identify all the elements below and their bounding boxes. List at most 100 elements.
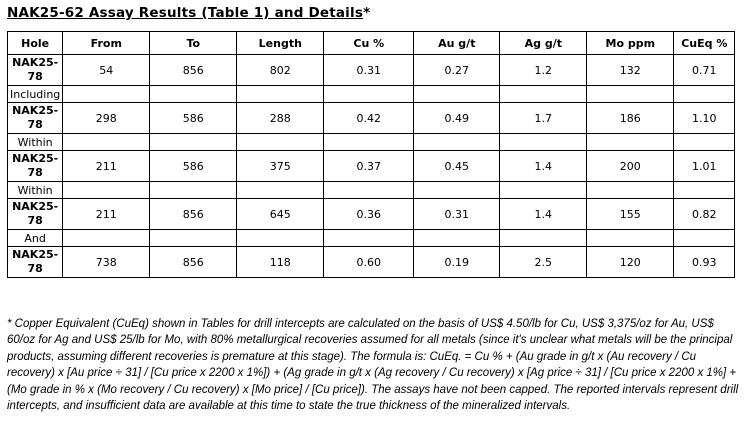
value-cell: 54 [62,54,151,86]
value-cell: 155 [586,198,675,230]
value-cell: 0.31 [413,198,501,230]
hole-id-cell: NAK25-78 [6,246,64,278]
column-header: Ag g/t [499,31,588,55]
empty-cell [413,229,501,247]
empty-cell [62,133,151,151]
empty-cell [323,85,415,103]
value-cell: 1.4 [499,198,588,230]
value-cell: 1.01 [673,150,736,182]
hole-id-cell: NAK25-78 [6,54,64,86]
table-header-row: Hole From To Length Cu % Au g/t Ag g/t Mo ppm Cu… [6,31,736,55]
qualifier-row: Within [6,133,736,151]
value-cell: 0.49 [413,102,501,134]
empty-cell [586,181,675,199]
column-header: Au g/t [413,31,501,55]
empty-cell [499,229,588,247]
empty-cell [62,85,151,103]
empty-cell [413,133,501,151]
value-cell: 1.7 [499,102,588,134]
empty-cell [236,85,325,103]
value-cell: 0.19 [413,246,501,278]
value-cell: 856 [149,198,238,230]
value-cell: 0.93 [673,246,736,278]
value-cell: 0.37 [323,150,415,182]
value-cell: 186 [586,102,675,134]
value-cell: 2.5 [499,246,588,278]
value-cell: 211 [62,198,151,230]
empty-cell [236,229,325,247]
hole-id-cell: NAK25-78 [6,150,64,182]
empty-cell [673,229,736,247]
empty-cell [149,133,238,151]
page-title: NAK25-62 Assay Results (Table 1) and Det… [7,5,740,21]
qualifier-row: Within [6,181,736,199]
column-header: CuEq % [673,31,736,55]
value-cell: 645 [236,198,325,230]
value-cell: 132 [586,54,675,86]
empty-cell [149,229,238,247]
column-header: Cu % [323,31,415,55]
value-cell: 118 [236,246,325,278]
value-cell: 0.45 [413,150,501,182]
empty-cell [673,133,736,151]
value-cell: 120 [586,246,675,278]
value-cell: 0.60 [323,246,415,278]
value-cell: 375 [236,150,325,182]
value-cell: 211 [62,150,151,182]
column-header: Mo ppm [586,31,675,55]
value-cell: 200 [586,150,675,182]
empty-cell [586,133,675,151]
value-cell: 738 [62,246,151,278]
hole-id-cell: NAK25-78 [6,102,64,134]
value-cell: 0.36 [323,198,415,230]
empty-cell [586,229,675,247]
value-cell: 1.4 [499,150,588,182]
table-row: NAK25-78 298 586 288 0.42 0.49 1.7 186 1.10 [6,102,736,134]
table-row: NAK25-78 211 856 645 0.36 0.31 1.4 155 0.82 [6,198,736,230]
table-row: NAK25-78 211 586 375 0.37 0.45 1.4 200 1.01 [6,150,736,182]
table-body: NAK25-78 54 856 802 0.31 0.27 1.2 132 0.71 Includ… [6,54,736,278]
title-asterisk: * [363,5,371,21]
column-header: To [149,31,238,55]
empty-cell [499,181,588,199]
column-header: Length [236,31,325,55]
value-cell: 856 [149,54,238,86]
empty-cell [236,133,325,151]
value-cell: 1.10 [673,102,736,134]
empty-cell [62,181,151,199]
empty-cell [499,133,588,151]
value-cell: 0.31 [323,54,415,86]
empty-cell [413,85,501,103]
empty-cell [62,229,151,247]
value-cell: 298 [62,102,151,134]
empty-cell [673,85,736,103]
footnote: * Copper Equivalent (CuEq) shown in Tabl… [7,318,739,413]
table-row: NAK25-78 738 856 118 0.60 0.19 2.5 120 0.93 [6,246,736,278]
empty-cell [323,181,415,199]
qualifier-cell: Including [6,85,64,103]
qualifier-cell: Within [6,181,64,199]
column-header: Hole [6,31,64,55]
qualifier-row: And [6,229,736,247]
value-cell: 0.71 [673,54,736,86]
empty-cell [413,181,501,199]
qualifier-row: Including [6,85,736,103]
qualifier-cell: Within [6,133,64,151]
empty-cell [499,85,588,103]
value-cell: 0.82 [673,198,736,230]
column-header: From [62,31,151,55]
empty-cell [673,181,736,199]
assay-results-table: Hole From To Length Cu % Au g/t Ag g/t Mo ppm Cu… [6,31,736,278]
table-row: NAK25-78 54 856 802 0.31 0.27 1.2 132 0.71 [6,54,736,86]
value-cell: 1.2 [499,54,588,86]
qualifier-cell: And [6,229,64,247]
value-cell: 0.27 [413,54,501,86]
title-text: NAK25-62 Assay Results (Table 1) and Det… [7,5,364,21]
value-cell: 856 [149,246,238,278]
value-cell: 0.42 [323,102,415,134]
hole-id-cell: NAK25-78 [6,198,64,230]
empty-cell [323,229,415,247]
value-cell: 288 [236,102,325,134]
empty-cell [323,133,415,151]
